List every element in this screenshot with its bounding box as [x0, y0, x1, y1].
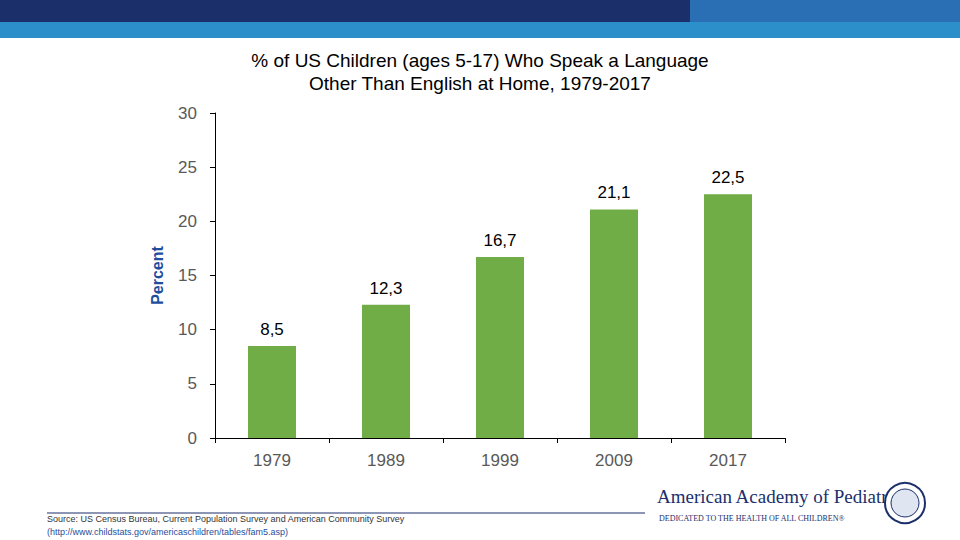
svg-text:12,3: 12,3: [369, 279, 402, 298]
svg-text:American Academy of Pediatrics: American Academy of Pediatrics: [657, 486, 909, 507]
svg-text:8,5: 8,5: [260, 320, 284, 339]
svg-text:DEDICATED TO THE HEALTH OF ALL: DEDICATED TO THE HEALTH OF ALL CHILDREN®: [659, 514, 844, 523]
svg-text:22,5: 22,5: [711, 168, 744, 187]
svg-text:20: 20: [178, 212, 197, 231]
svg-text:16,7: 16,7: [483, 231, 516, 250]
svg-text:5: 5: [188, 374, 197, 393]
svg-text:1999: 1999: [481, 451, 519, 470]
svg-text:1979: 1979: [253, 451, 291, 470]
svg-text:2017: 2017: [709, 451, 747, 470]
svg-text:30: 30: [178, 104, 197, 123]
svg-text:25: 25: [178, 158, 197, 177]
svg-text:Other Than English at Home, 19: Other Than English at Home, 1979-2017: [309, 73, 651, 94]
svg-text:15: 15: [178, 266, 197, 285]
svg-text:Source: US Census Bureau, Curr: Source: US Census Bureau, Current Popula…: [47, 514, 405, 524]
svg-text:% of US Children (ages 5-17) W: % of US Children (ages 5-17) Who Speak a…: [251, 50, 708, 71]
svg-text:2009: 2009: [595, 451, 633, 470]
svg-text:21,1: 21,1: [597, 183, 630, 202]
svg-text:Percent: Percent: [149, 245, 166, 304]
svg-text:1989: 1989: [367, 451, 405, 470]
svg-text:0: 0: [188, 429, 197, 448]
svg-text:10: 10: [178, 320, 197, 339]
svg-text:(http://www.childstats.gov/ame: (http://www.childstats.gov/americaschild…: [47, 527, 288, 537]
